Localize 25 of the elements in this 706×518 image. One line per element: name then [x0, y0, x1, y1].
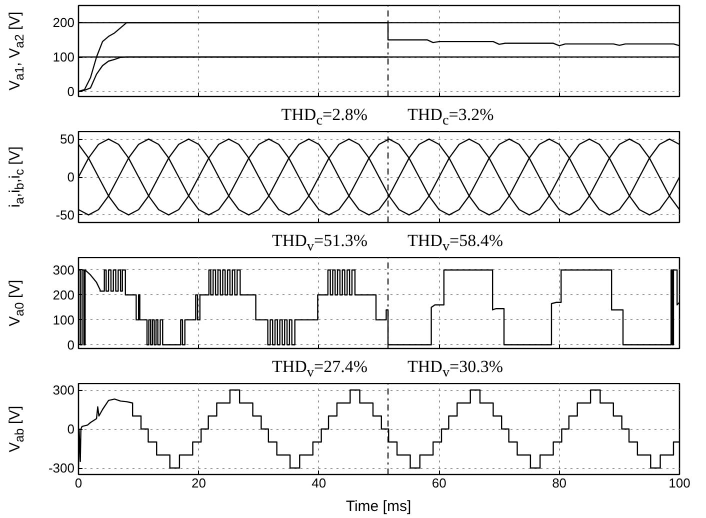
- text: THD$_{v}$=30.3%: [408, 357, 504, 382]
- y-tick-label: 50: [60, 132, 75, 147]
- y-tick-label: 100: [52, 312, 75, 328]
- x-tick-label: 20: [191, 476, 206, 490]
- y-tick-label: 200: [52, 287, 75, 302]
- y-tick-label: 200: [52, 15, 75, 30]
- y-tick-label: 300: [52, 382, 75, 398]
- y-tick-label: 0: [67, 422, 75, 436]
- text: THD$_{v}$=27.4%: [272, 357, 368, 382]
- text: THD$_{v}$=58.4%: [408, 231, 504, 256]
- y-tick-label: 100: [52, 50, 75, 65]
- text: THD$_{v}$=51.3%: [272, 231, 368, 256]
- y-tick-label: -50: [56, 207, 75, 222]
- y-tick-label: 0: [67, 337, 75, 352]
- text: THD$_{c}$=2.8%: [281, 105, 368, 130]
- y-tick-label: 300: [52, 262, 75, 278]
- x-tick-label: 80: [552, 476, 567, 490]
- y-tick-label: 0: [67, 84, 75, 99]
- x-tick-label: 40: [312, 476, 326, 490]
- x-tick-label: 100: [668, 476, 690, 490]
- y-tick-label: 0: [67, 170, 75, 184]
- text: THD$_{c}$=3.2%: [408, 105, 494, 130]
- x-tick-label: 60: [432, 476, 446, 490]
- y-tick-label: -300: [48, 460, 75, 476]
- x-axis-title: Time [ms]: [346, 497, 412, 517]
